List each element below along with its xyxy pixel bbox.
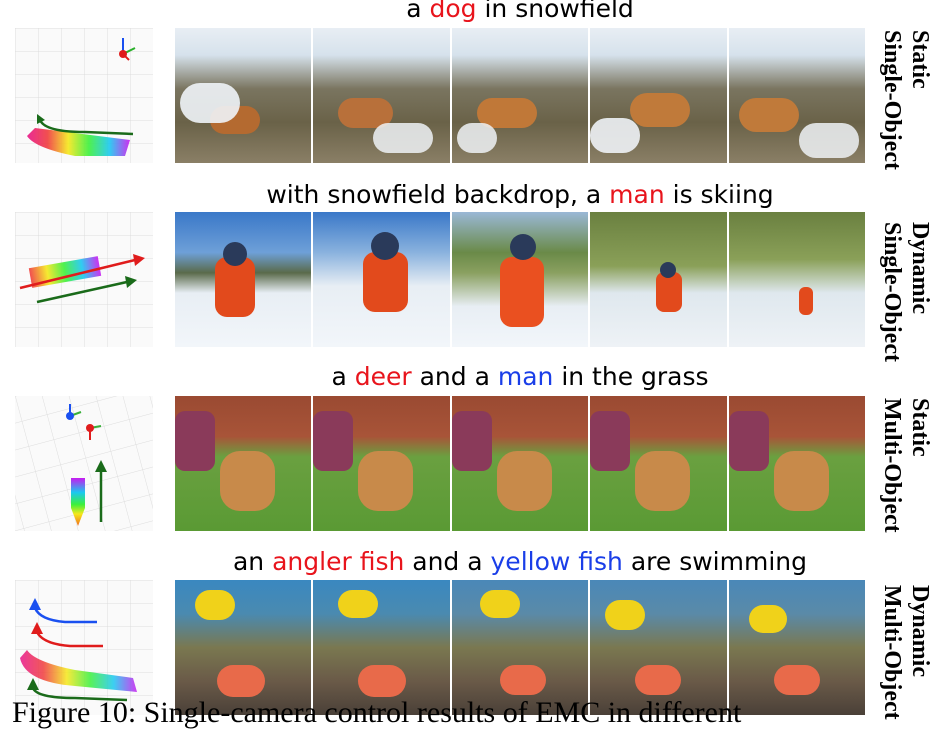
frame-2-1 bbox=[175, 212, 312, 347]
frame-1-2 bbox=[313, 28, 450, 163]
trajectory-plot-3 bbox=[15, 396, 153, 531]
video-frames-1 bbox=[175, 28, 866, 163]
frame-1-3 bbox=[451, 28, 589, 163]
trajectory-plot-4 bbox=[15, 580, 153, 715]
frame-3-1 bbox=[175, 396, 312, 531]
row-caption-3: a deer and a man in the grass bbox=[331, 362, 709, 391]
frame-1-5 bbox=[728, 28, 866, 163]
figure-caption: Figure 10: Single-camera control results… bbox=[12, 696, 742, 729]
frame-1-1 bbox=[175, 28, 312, 163]
row-label-3: Static Multi-Object bbox=[879, 398, 933, 533]
trajectory-plot-2 bbox=[15, 212, 153, 347]
frame-2-2 bbox=[313, 212, 450, 347]
video-frames-3 bbox=[175, 396, 866, 531]
frame-3-4 bbox=[590, 396, 727, 531]
frame-2-4 bbox=[590, 212, 727, 347]
row-label-4: Dynamic Multi-Object bbox=[879, 585, 933, 720]
frame-4-5 bbox=[728, 580, 866, 715]
frame-4-2 bbox=[313, 580, 450, 715]
frame-1-4 bbox=[590, 28, 727, 163]
row-label-2: Dynamic Single-Object bbox=[879, 222, 933, 362]
frame-4-4 bbox=[590, 580, 727, 715]
frame-2-5 bbox=[728, 212, 866, 347]
frame-4-3 bbox=[451, 580, 589, 715]
video-frames-2 bbox=[175, 212, 866, 347]
row-caption-1: a dog in snowfield bbox=[406, 0, 634, 23]
frame-3-3 bbox=[451, 396, 589, 531]
frame-2-3 bbox=[451, 212, 589, 347]
frame-3-2 bbox=[313, 396, 450, 531]
video-frames-4 bbox=[175, 580, 866, 715]
frame-3-5 bbox=[728, 396, 866, 531]
row-caption-2: with snowfield backdrop, a man is skiing bbox=[266, 180, 774, 209]
frame-4-1 bbox=[175, 580, 312, 715]
row-label-1: Static Single-Object bbox=[879, 30, 933, 170]
row-caption-4: an angler fish and a yellow fish are swi… bbox=[232, 547, 807, 576]
trajectory-plot-1 bbox=[15, 28, 153, 163]
